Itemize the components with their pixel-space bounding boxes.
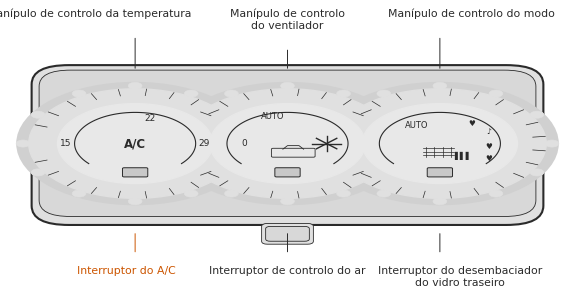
- Circle shape: [31, 169, 45, 176]
- Circle shape: [321, 140, 335, 147]
- Circle shape: [181, 89, 394, 198]
- Circle shape: [336, 169, 350, 176]
- Circle shape: [31, 111, 45, 118]
- Circle shape: [128, 82, 142, 89]
- Circle shape: [210, 104, 365, 184]
- Circle shape: [184, 190, 198, 197]
- Circle shape: [128, 198, 142, 205]
- Text: ♥: ♥: [485, 142, 492, 151]
- Circle shape: [17, 83, 253, 204]
- FancyBboxPatch shape: [427, 168, 453, 177]
- Circle shape: [170, 83, 405, 204]
- Circle shape: [184, 90, 198, 97]
- Circle shape: [72, 90, 86, 97]
- Circle shape: [337, 190, 350, 197]
- Circle shape: [378, 111, 392, 118]
- Circle shape: [322, 83, 558, 204]
- Circle shape: [281, 198, 294, 205]
- Text: ♪: ♪: [486, 127, 491, 136]
- Circle shape: [377, 90, 391, 97]
- Text: 0: 0: [242, 139, 247, 148]
- Text: ▐▐▐: ▐▐▐: [451, 151, 469, 160]
- FancyBboxPatch shape: [39, 70, 536, 216]
- Circle shape: [334, 89, 546, 198]
- Circle shape: [530, 111, 544, 118]
- Circle shape: [489, 190, 503, 197]
- Circle shape: [240, 140, 254, 147]
- FancyBboxPatch shape: [262, 223, 313, 244]
- FancyBboxPatch shape: [275, 168, 300, 177]
- FancyBboxPatch shape: [32, 65, 543, 225]
- Text: AUTO: AUTO: [262, 112, 285, 121]
- Circle shape: [337, 90, 350, 97]
- Circle shape: [183, 111, 197, 118]
- Circle shape: [530, 169, 544, 176]
- Text: Manípulo de controlo do modo: Manípulo de controlo do modo: [388, 9, 555, 19]
- Circle shape: [29, 89, 242, 198]
- Circle shape: [433, 198, 447, 205]
- Circle shape: [225, 90, 239, 97]
- Text: 15: 15: [60, 139, 72, 148]
- Circle shape: [362, 104, 518, 184]
- Text: Interruptor do A/C: Interruptor do A/C: [77, 266, 176, 276]
- Text: 22: 22: [144, 114, 155, 123]
- Circle shape: [58, 104, 213, 184]
- Circle shape: [224, 190, 238, 197]
- Circle shape: [183, 169, 197, 176]
- Circle shape: [393, 140, 407, 147]
- FancyBboxPatch shape: [122, 168, 148, 177]
- Circle shape: [489, 90, 503, 97]
- Text: A/C: A/C: [124, 137, 146, 150]
- Circle shape: [72, 190, 86, 197]
- Text: Interruptor de controlo do ar: Interruptor de controlo do ar: [209, 266, 366, 276]
- FancyBboxPatch shape: [266, 226, 309, 241]
- Text: AUTO: AUTO: [405, 121, 428, 130]
- Text: Manípulo de controlo
do ventilador: Manípulo de controlo do ventilador: [230, 9, 345, 31]
- Text: ♥: ♥: [468, 119, 475, 128]
- Circle shape: [225, 111, 239, 118]
- Circle shape: [545, 140, 559, 147]
- Circle shape: [16, 140, 30, 147]
- Circle shape: [378, 169, 392, 176]
- Text: 29: 29: [198, 139, 210, 148]
- Text: Interruptor do desembaciador
do vidro traseiro: Interruptor do desembaciador do vidro tr…: [378, 266, 542, 288]
- Circle shape: [336, 111, 350, 118]
- Circle shape: [377, 190, 391, 197]
- Text: Manípulo de controlo da temperatura: Manípulo de controlo da temperatura: [0, 9, 191, 19]
- Circle shape: [225, 169, 239, 176]
- Circle shape: [281, 82, 294, 89]
- Circle shape: [433, 82, 447, 89]
- Text: ♥: ♥: [485, 154, 492, 163]
- Circle shape: [168, 140, 182, 147]
